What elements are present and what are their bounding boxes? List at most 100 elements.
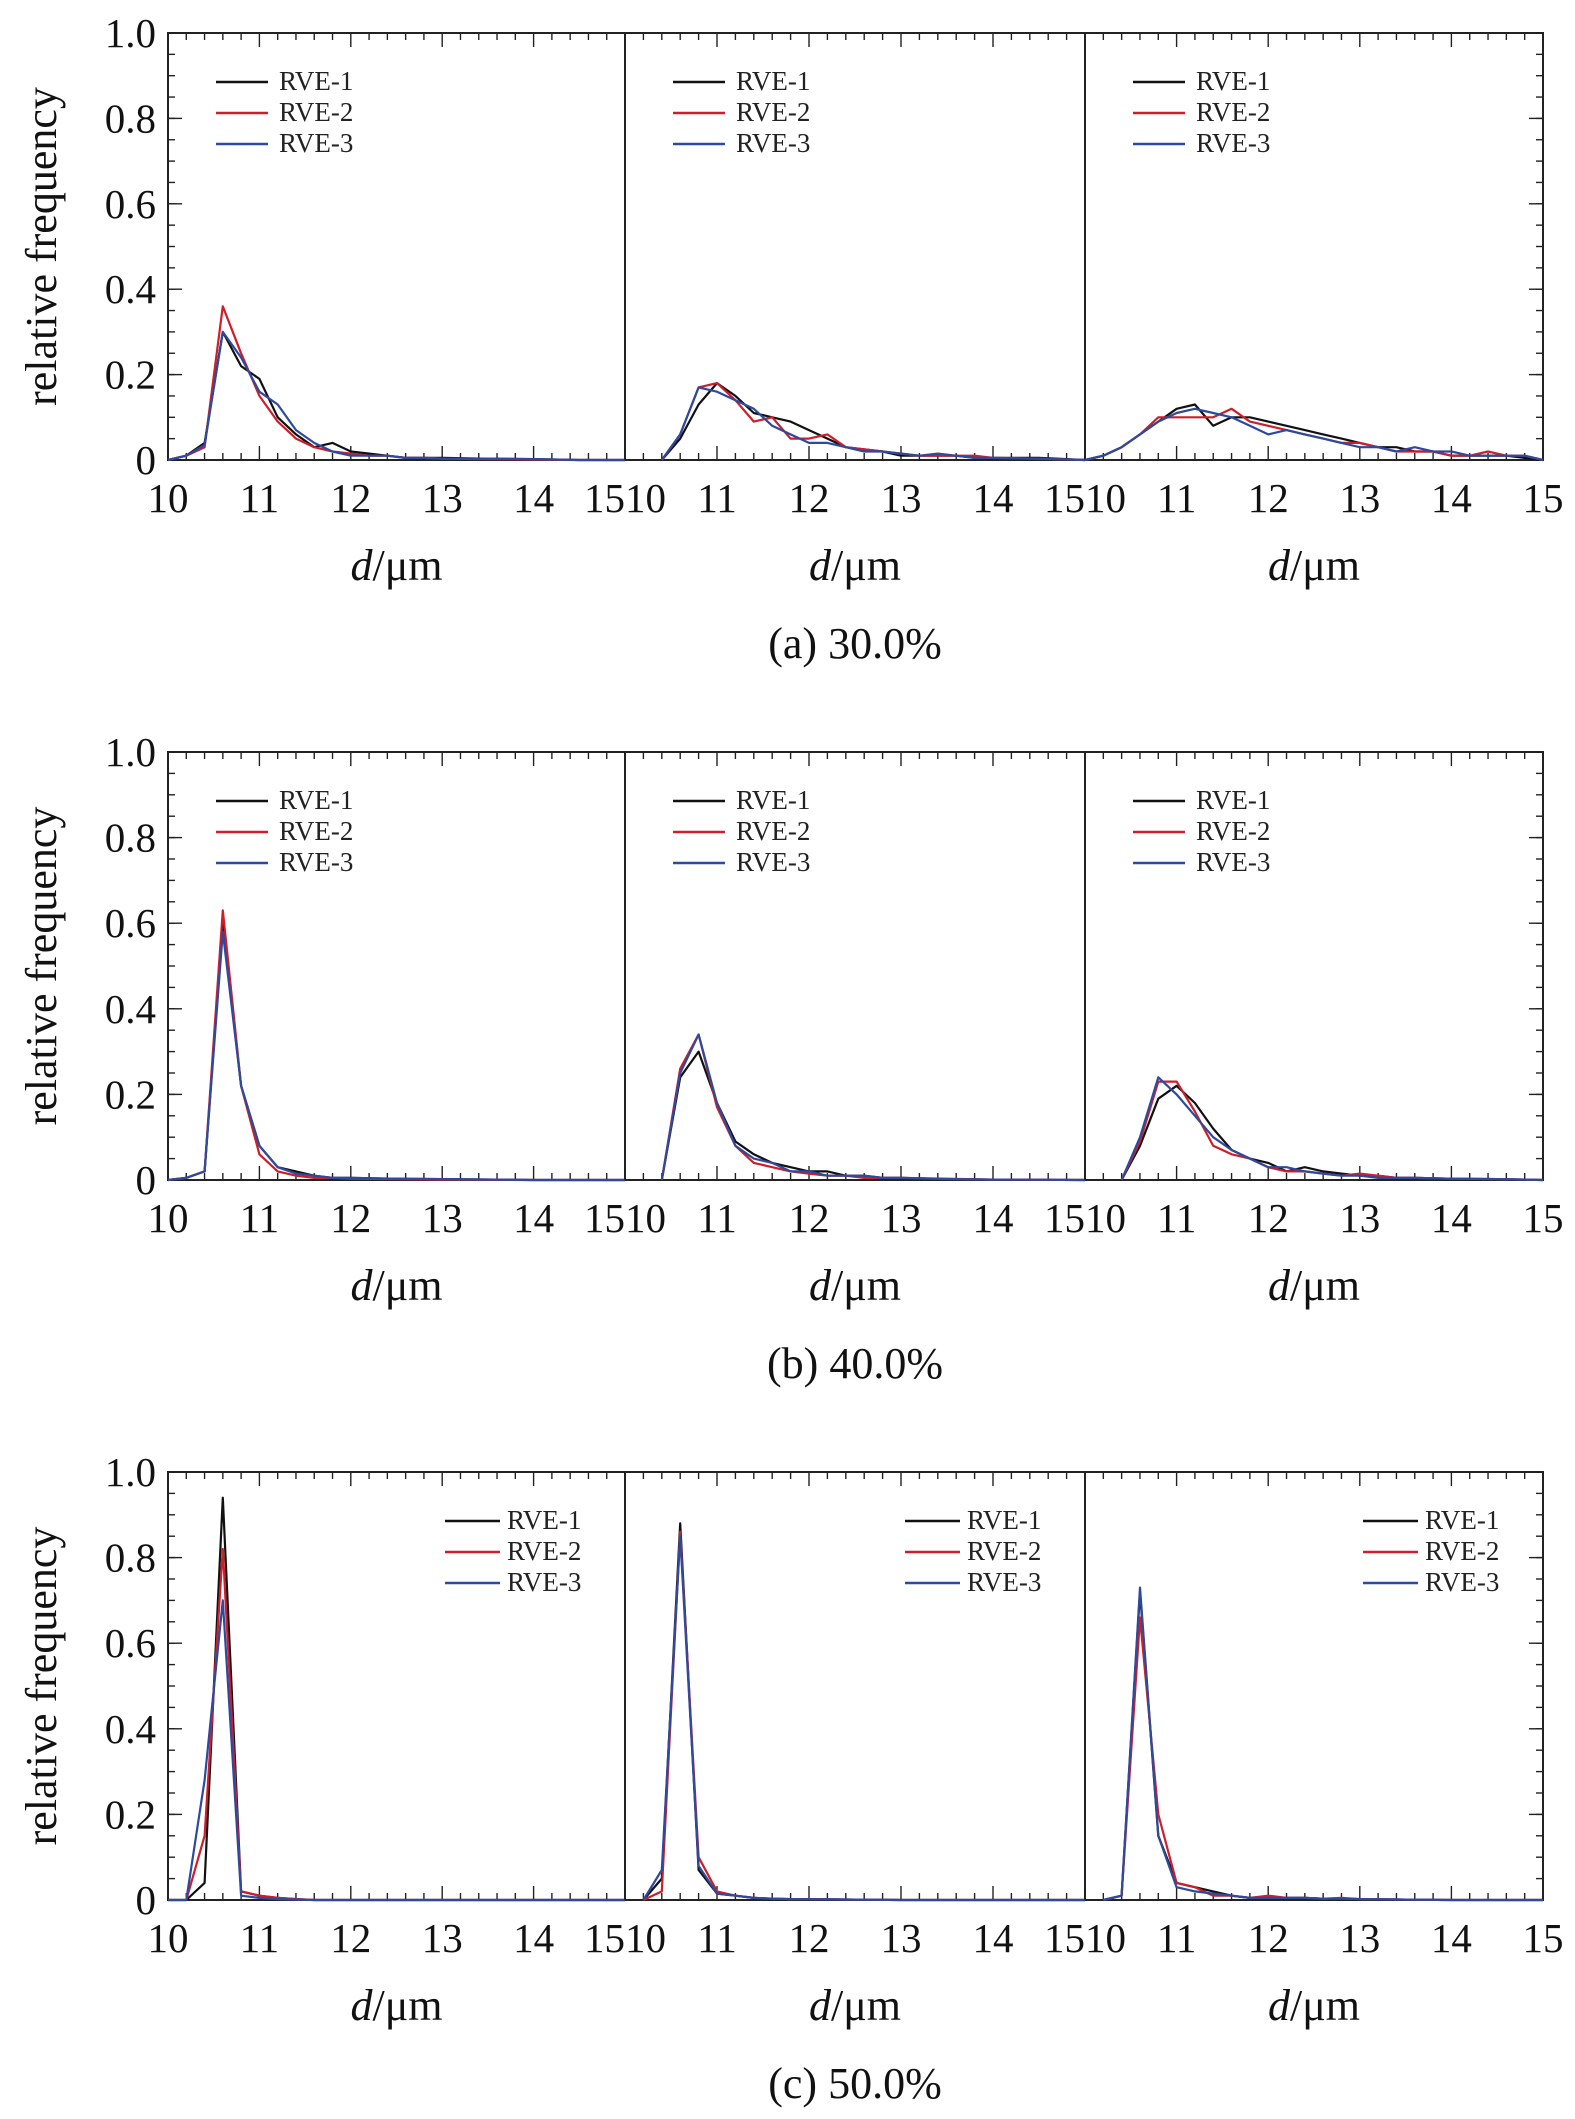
series-line-rve-3 (660, 386, 1086, 462)
x-axis-label-unit: /μm (1290, 1981, 1360, 2030)
legend-label: RVE-1 (1425, 1505, 1499, 1535)
x-tick-label: 14 (513, 475, 554, 521)
series-line-rve-2 (167, 305, 625, 462)
y-tick-label: 0.6 (105, 900, 156, 946)
x-axis-label: d/μm (350, 1261, 442, 1310)
legend-label: RVE-2 (1196, 97, 1270, 127)
x-axis-label: d/μm (1268, 1981, 1360, 2030)
x-axis-label-unit: /μm (372, 1261, 442, 1310)
legend-label: RVE-1 (1196, 785, 1270, 815)
x-tick-label: 10 (1085, 1195, 1126, 1241)
x-axis-label-unit: /μm (372, 1981, 442, 2030)
series-line-rve-1 (1084, 403, 1544, 462)
legend-label: RVE-3 (736, 847, 810, 877)
legend-label: RVE-2 (279, 97, 353, 127)
x-axis-label-variable: d (350, 1261, 373, 1310)
x-tick-label: 12 (789, 475, 830, 521)
x-tick-label: 11 (697, 1195, 736, 1241)
series-line-rve-3 (1103, 1586, 1543, 1902)
x-tick-label: 14 (1431, 1195, 1472, 1241)
x-tick-label: 14 (973, 475, 1014, 521)
y-tick-label: 0 (136, 437, 157, 483)
x-axis-label-variable: d (809, 1261, 832, 1310)
x-tick-label: 13 (1339, 1195, 1380, 1241)
legend-label: RVE-3 (736, 128, 810, 158)
figure-block-a: 0 0.2 0.4 0.6 0.8 1.0 relative frequency 10 11 12… (17, 10, 1564, 668)
x-axis-label: d/μm (350, 541, 442, 590)
series-line-rve-1 (1120, 1084, 1544, 1182)
series-line-rve-2 (660, 1033, 1086, 1182)
legend-label: RVE-3 (1196, 128, 1270, 158)
legend-label: RVE-1 (279, 785, 353, 815)
x-axis-label-variable: d (809, 1981, 832, 2030)
legend-label: RVE-2 (1425, 1536, 1499, 1566)
x-axis-label-unit: /μm (1290, 541, 1360, 590)
legend-label: RVE-1 (736, 66, 810, 96)
series-line-rve-3 (167, 330, 625, 462)
plot-frame (167, 32, 1544, 461)
figure-caption: (b) 40.0% (767, 1339, 943, 1388)
x-axis-label: d/μm (809, 1981, 901, 2030)
series-line-rve-3 (660, 1033, 1086, 1182)
legend-label: RVE-3 (1425, 1567, 1499, 1597)
legend-label: RVE-3 (967, 1567, 1041, 1597)
y-axis-label: relative frequency (17, 807, 66, 1126)
legend-label: RVE-2 (1196, 816, 1270, 846)
x-tick-label: 14 (1431, 475, 1472, 521)
x-tick-label: 15 (1523, 1915, 1564, 1961)
x-axis-label-unit: /μm (372, 541, 442, 590)
series-line-rve-2 (168, 1547, 625, 1902)
x-tick-label: 10 (625, 1915, 666, 1961)
series-line-rve-3 (167, 930, 625, 1182)
x-axis-label-unit: /μm (831, 1981, 901, 2030)
x-tick-label: 13 (1339, 1915, 1380, 1961)
series-line-rve-2 (1120, 1080, 1544, 1182)
y-tick-label: 0.8 (105, 1535, 156, 1581)
x-tick-label: 12 (330, 1195, 371, 1241)
x-axis-label: d/μm (809, 1261, 901, 1310)
x-tick-label: 11 (240, 1195, 279, 1241)
x-tick-label: 12 (330, 1915, 371, 1961)
x-tick-label: 10 (148, 1915, 189, 1961)
x-axis-label-variable: d (350, 1981, 373, 2030)
x-tick-label: 13 (881, 1195, 922, 1241)
y-tick-label: 0.8 (105, 815, 156, 861)
legend-label: RVE-3 (279, 128, 353, 158)
figure-block-c: 0 0.2 0.4 0.6 0.8 1.0 relative frequency 10 11 12… (17, 1449, 1564, 2108)
plot-frame (167, 1471, 1544, 1901)
legend-label: RVE-1 (279, 66, 353, 96)
x-axis-label-unit: /μm (1290, 1261, 1360, 1310)
x-axis-label: d/μm (809, 541, 901, 590)
y-tick-label: 0 (136, 1877, 157, 1923)
x-tick-label: 13 (881, 475, 922, 521)
series-line-rve-3 (642, 1535, 1085, 1902)
x-tick-label: 10 (625, 475, 666, 521)
legend-label: RVE-1 (1196, 66, 1270, 96)
legend-label: RVE-1 (967, 1505, 1041, 1535)
series-line-rve-2 (1103, 1616, 1543, 1902)
x-tick-label: 13 (1339, 475, 1380, 521)
y-tick-label: 1.0 (105, 729, 156, 775)
x-axis-label-unit: /μm (831, 1261, 901, 1310)
figure-block-b: 0 0.2 0.4 0.6 0.8 1.0 relative frequency 10 11 12… (17, 729, 1564, 1388)
x-tick-label: 11 (697, 1915, 736, 1961)
x-tick-label: 13 (422, 1195, 463, 1241)
x-tick-label: 12 (1248, 1195, 1289, 1241)
y-axis-label: relative frequency (17, 1527, 66, 1846)
x-axis-label: d/μm (1268, 541, 1360, 590)
x-tick-label: 13 (422, 1915, 463, 1961)
y-tick-label: 0.4 (105, 1706, 156, 1752)
